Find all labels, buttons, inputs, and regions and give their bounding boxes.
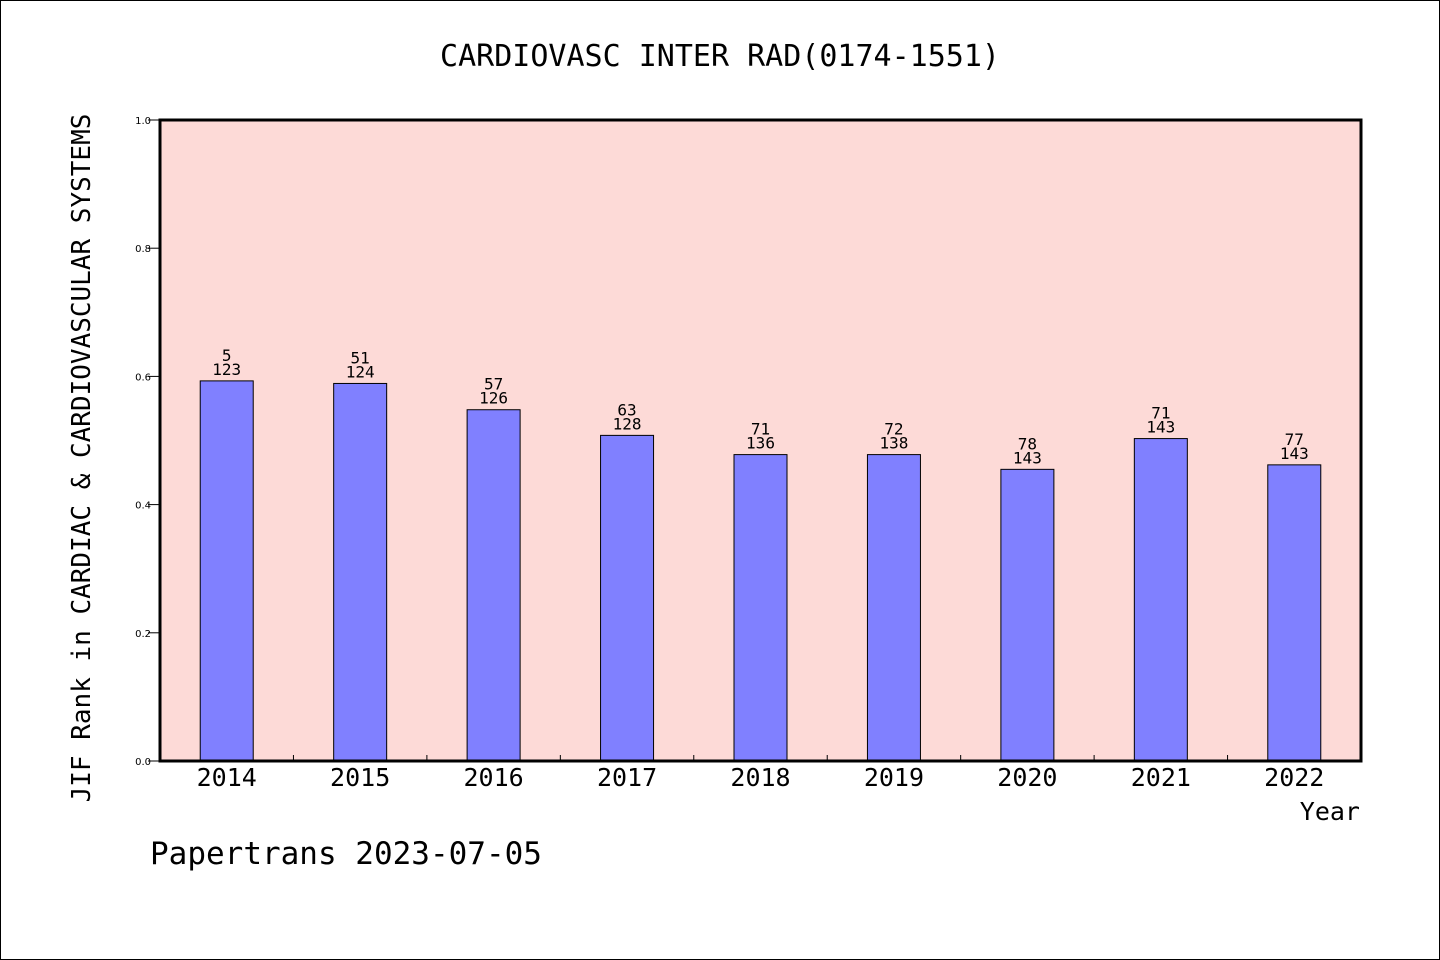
x-tick-label-2019: 2019 bbox=[864, 763, 924, 792]
bar-rank-label-2018: 71 bbox=[751, 420, 770, 439]
bar-total-label-2014: 123 bbox=[212, 360, 241, 379]
y-axis-label: JIF Rank in CARDIAC & CARDIOVASCULAR SYS… bbox=[67, 114, 97, 803]
y-axis-ticks: 0.0 0.2 0.4 0.6 0.8 1.0 bbox=[135, 116, 160, 768]
y-tick-label: 0.4 bbox=[135, 501, 151, 512]
x-tick-label-2017: 2017 bbox=[597, 763, 657, 792]
bar-total-label-2020: 143 bbox=[1013, 448, 1042, 467]
bar-rank-label-2014: 5 bbox=[222, 346, 232, 365]
bar-2017 bbox=[600, 434, 655, 762]
y-tick-label: 0.2 bbox=[135, 629, 151, 640]
bar-2018 bbox=[733, 454, 788, 762]
plot-border bbox=[158, 118, 1363, 763]
x-axis-ticks: 2014 2015 2016 2017 2018 2019 2020 2021 2022 bbox=[197, 755, 1324, 792]
bar-2020 bbox=[1000, 468, 1055, 762]
x-tick-label-2014: 2014 bbox=[197, 763, 257, 792]
bar-2014 bbox=[199, 380, 254, 762]
bar-rank-label-2021: 71 bbox=[1151, 404, 1170, 423]
x-tick-label-2020: 2020 bbox=[997, 763, 1057, 792]
bar-total-label-2015: 124 bbox=[346, 362, 375, 381]
x-tick-label-2015: 2015 bbox=[330, 763, 390, 792]
y-tick-label: 0.6 bbox=[135, 372, 151, 383]
bar-total-label-2016: 126 bbox=[479, 389, 508, 408]
bar-2016 bbox=[466, 409, 521, 762]
bar-total-label-2019: 138 bbox=[879, 434, 908, 453]
bar-total-label-2022: 143 bbox=[1280, 444, 1309, 463]
y-tick-label: 0.0 bbox=[135, 757, 151, 768]
bar-rank-label-2019: 72 bbox=[884, 420, 903, 439]
x-tick-label-2018: 2018 bbox=[730, 763, 790, 792]
chart-title: CARDIOVASC INTER RAD(0174-1551) bbox=[440, 39, 1000, 74]
bars-group bbox=[199, 380, 1322, 762]
footer-credit: Papertrans 2023-07-05 bbox=[150, 836, 542, 872]
bar-rank-label-2015: 51 bbox=[351, 348, 370, 367]
x-tick-label-2021: 2021 bbox=[1131, 763, 1191, 792]
x-axis-label: Year bbox=[1300, 797, 1360, 826]
bar-2021 bbox=[1133, 438, 1188, 762]
bar-rank-label-2017: 63 bbox=[617, 400, 636, 419]
bar-rank-label-2016: 57 bbox=[484, 375, 503, 394]
bar-total-label-2017: 128 bbox=[613, 414, 642, 433]
bar-total-label-2018: 136 bbox=[746, 434, 775, 453]
x-tick-label-2016: 2016 bbox=[464, 763, 524, 792]
bar-2022 bbox=[1267, 464, 1322, 762]
bar-rank-label-2022: 77 bbox=[1285, 430, 1304, 449]
bar-2015 bbox=[333, 382, 388, 762]
bar-total-label-2021: 143 bbox=[1146, 418, 1175, 437]
bar-rank-label-2020: 78 bbox=[1018, 434, 1037, 453]
x-tick-label-2022: 2022 bbox=[1264, 763, 1324, 792]
y-tick-label: 0.8 bbox=[135, 244, 151, 255]
y-tick-label: 1.0 bbox=[135, 116, 151, 127]
bar-2019 bbox=[866, 454, 921, 762]
